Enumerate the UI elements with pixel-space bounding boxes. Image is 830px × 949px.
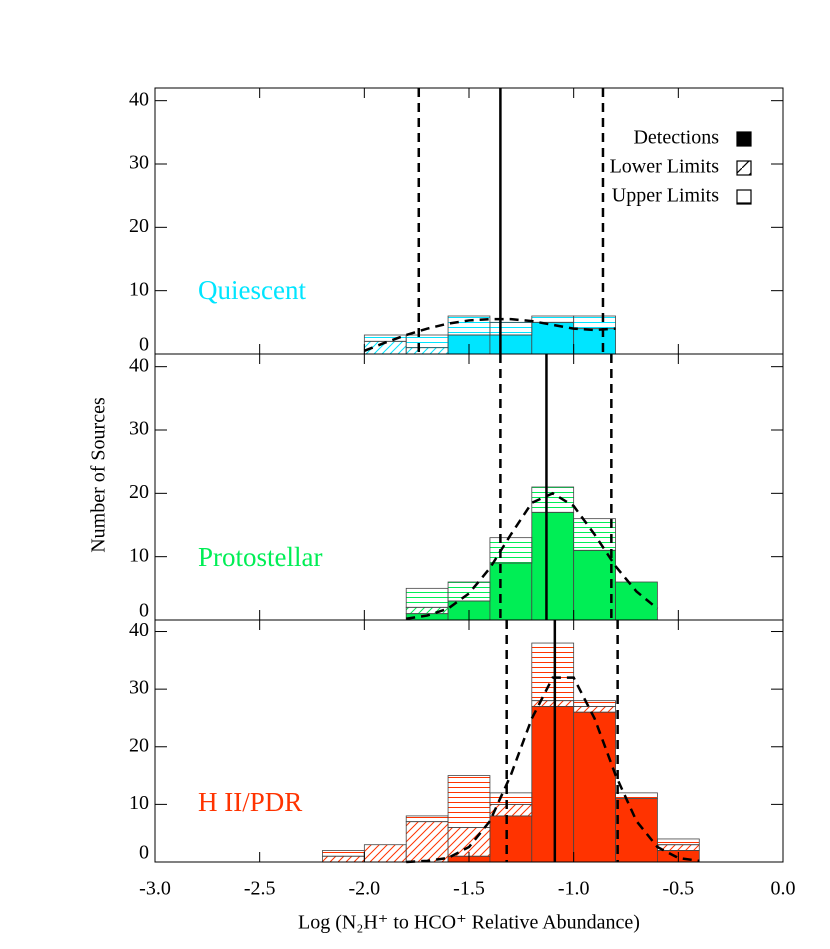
bar-segment — [447, 827, 491, 857]
panel-label: H II/PDR — [198, 787, 302, 817]
bar-segment — [531, 642, 575, 702]
bar-segment — [573, 700, 616, 707]
bar-segment — [531, 706, 575, 863]
panel-frame — [154, 353, 784, 621]
x-tick-label: 0.0 — [771, 878, 796, 900]
y-axis-label: Number of Sources — [88, 397, 110, 553]
legend-label: Detections — [633, 127, 719, 149]
y-tick-label: 40 — [129, 619, 149, 641]
y-tick-label: 40 — [129, 354, 149, 376]
y-tick-label: 10 — [129, 544, 149, 566]
y-tick-label: 20 — [129, 481, 149, 503]
y-tick-label: 10 — [129, 792, 149, 814]
bar-segment — [531, 511, 575, 621]
y-tick-label: 20 — [129, 215, 149, 237]
bar-segment — [489, 334, 533, 355]
y-tick-label: 0 — [139, 842, 149, 864]
x-axis-label: Log (N₂H⁺ to HCO⁺ Relative Abundance) — [298, 912, 640, 934]
bar-segment — [573, 706, 616, 713]
bar-segment — [405, 334, 449, 349]
legend-label: Upper Limits — [612, 185, 719, 207]
y-tick-label: 0 — [139, 600, 149, 622]
bar-segment — [447, 775, 491, 828]
legend-swatch — [736, 160, 752, 176]
panel-label: Protostellar — [198, 542, 322, 572]
y-tick-label: 0 — [139, 334, 149, 356]
x-tick-label: -3.0 — [139, 878, 171, 900]
x-tick-label: -1.5 — [453, 878, 485, 900]
bar-segment — [489, 815, 533, 863]
bar-segment — [573, 711, 616, 863]
bar-segment — [447, 581, 491, 602]
bar-segment — [322, 855, 365, 863]
bar-segment — [489, 321, 533, 336]
fit-curve — [406, 676, 700, 864]
y-tick-label: 30 — [129, 677, 149, 699]
legend-swatch — [736, 189, 752, 205]
legend-label: Lower Limits — [610, 156, 720, 178]
bar-segment — [531, 315, 575, 323]
bar-segment — [405, 815, 449, 823]
bar-segment — [405, 821, 449, 863]
bar-segment — [489, 792, 533, 805]
legend-swatch — [736, 131, 752, 147]
bar-segment — [489, 562, 533, 621]
y-tick-label: 10 — [129, 278, 149, 300]
x-tick-label: -1.0 — [558, 878, 590, 900]
fit-curve — [406, 491, 659, 620]
bar-segment — [363, 844, 407, 863]
y-tick-label: 40 — [129, 88, 149, 110]
y-tick-label: 30 — [129, 418, 149, 440]
y-tick-label: 30 — [129, 152, 149, 174]
bar-segment — [573, 328, 616, 355]
bar-segment — [615, 581, 658, 621]
x-tick-label: -0.5 — [662, 878, 694, 900]
x-tick-label: -2.5 — [244, 878, 276, 900]
bar-segment — [615, 798, 658, 863]
bar-segment — [531, 321, 575, 355]
fit-curve — [363, 317, 616, 352]
bar-segment — [615, 792, 658, 800]
x-tick-label: -2.0 — [348, 878, 380, 900]
bar-segment — [573, 315, 616, 330]
bar-segment — [405, 587, 449, 608]
panel-label: Quiescent — [198, 275, 306, 305]
bar-segment — [573, 549, 616, 621]
bar-segment — [322, 850, 365, 857]
y-tick-label: 20 — [129, 734, 149, 756]
bar-segment — [657, 838, 700, 846]
bar-segment — [405, 347, 449, 355]
